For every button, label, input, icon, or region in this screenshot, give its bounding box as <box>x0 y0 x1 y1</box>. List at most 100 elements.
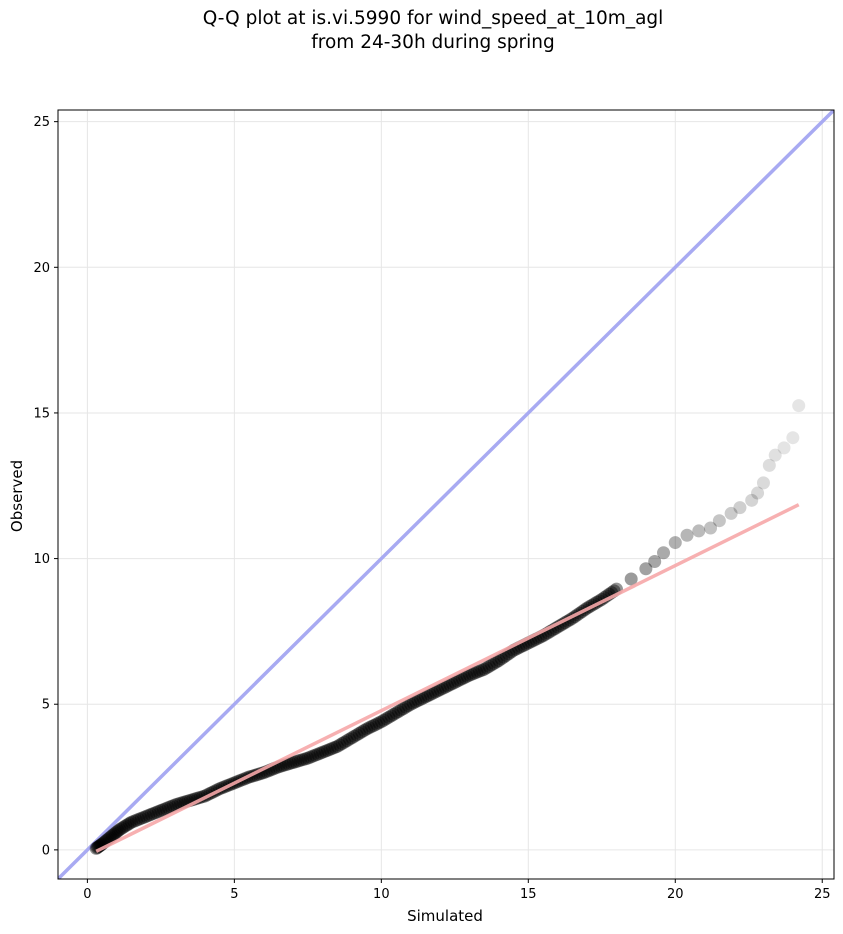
scatter-point <box>291 754 305 768</box>
scatter-point <box>453 673 467 687</box>
scatter-point <box>414 692 428 706</box>
scatter-point <box>458 671 472 685</box>
scatter-point <box>320 743 334 757</box>
scatter-point <box>166 799 180 813</box>
scatter-point <box>149 805 163 819</box>
scatter-point <box>323 742 337 756</box>
identity-line <box>58 110 834 879</box>
scatter-point <box>450 674 464 688</box>
scatter-point <box>756 476 770 490</box>
scatter-point <box>399 700 413 714</box>
fit-line <box>95 503 800 853</box>
scatter-point <box>171 797 185 811</box>
scatter-point <box>345 731 359 745</box>
scatter-point <box>482 659 496 673</box>
scatter-point <box>421 689 435 703</box>
scatter-point <box>485 658 499 672</box>
scatter-point <box>369 717 383 731</box>
scatter-point <box>416 691 430 705</box>
scatter-point <box>639 562 653 576</box>
fit-line-layer <box>95 503 800 853</box>
scatter-point <box>111 824 125 838</box>
y-tick-label: 5 <box>42 698 50 713</box>
scatter-point <box>382 710 396 724</box>
scatter-point <box>357 723 371 737</box>
y-axis-label: Observed <box>8 460 26 532</box>
scatter-point <box>377 713 391 727</box>
scatter-point <box>107 827 121 841</box>
scatter-point <box>440 679 454 693</box>
scatter-point <box>350 728 364 742</box>
scatter-point <box>134 811 148 825</box>
scatter-point <box>342 732 356 746</box>
scatter-point <box>396 702 410 716</box>
scatter-point <box>338 735 352 749</box>
scatter-point <box>777 441 791 455</box>
scatter-point <box>712 514 726 528</box>
x-tick-label: 25 <box>814 887 831 902</box>
x-tick-label: 5 <box>230 887 238 902</box>
points-layer <box>89 399 806 855</box>
scatter-point <box>144 807 158 821</box>
scatter-point <box>318 744 332 758</box>
scatter-point <box>298 752 312 766</box>
chart-title-line-2: from 24-30h during spring <box>311 32 554 53</box>
scatter-point <box>668 536 682 550</box>
scatter-point <box>340 734 354 748</box>
plot-frame <box>57 109 835 880</box>
scatter-point <box>301 751 315 765</box>
scatter-point <box>279 758 293 772</box>
scatter-point <box>108 826 122 840</box>
scatter-point <box>333 738 347 752</box>
scatter-point <box>389 706 403 720</box>
chart-title-line-1: Q-Q plot at is.vi.5990 for wind_speed_at… <box>203 8 664 29</box>
y-tick-label: 15 <box>33 406 50 421</box>
scatter-point <box>289 755 303 769</box>
scatter-point <box>360 722 374 736</box>
scatter-point <box>768 448 782 462</box>
scatter-point <box>733 501 747 515</box>
scatter-point <box>296 753 310 767</box>
scatter-point <box>294 753 307 767</box>
scatter-point <box>433 683 447 697</box>
scatter-point <box>311 747 325 761</box>
scatter-point <box>455 672 469 686</box>
scatter-point <box>303 750 317 764</box>
scatter-point <box>156 803 170 817</box>
scatter-point <box>374 715 388 729</box>
scatter-point <box>745 493 759 507</box>
scatter-point <box>692 524 706 538</box>
scatter-point <box>751 486 765 500</box>
scatter-point <box>497 650 511 664</box>
scatter-point <box>372 716 386 730</box>
scatter-point <box>384 709 398 723</box>
scatter-point <box>121 818 135 832</box>
scatter-point <box>306 749 320 763</box>
scatter-point <box>115 821 129 835</box>
scatter-point <box>355 725 369 739</box>
scatter-point <box>445 677 459 691</box>
scatter-point <box>487 656 501 670</box>
scatter-point <box>443 678 457 692</box>
scatter-point <box>762 458 776 472</box>
scatter-point <box>404 697 418 711</box>
x-tick-label: 10 <box>373 887 390 902</box>
scatter-point <box>438 680 452 694</box>
scatter-point <box>123 816 137 830</box>
x-axis-ticks: 0 5 10 15 20 25 <box>83 879 831 902</box>
scatter-point <box>151 805 165 819</box>
scatter-point <box>477 662 491 676</box>
scatter-point <box>391 705 405 719</box>
scatter-point <box>330 739 344 753</box>
scatter-point <box>448 675 462 689</box>
scatter-point <box>325 741 339 755</box>
scatter-point <box>387 707 401 721</box>
scatter-point <box>467 666 481 680</box>
scatter-point <box>147 806 161 820</box>
scatter-point <box>463 668 477 682</box>
scatter-point <box>161 801 175 815</box>
scatter-point <box>119 819 133 833</box>
scatter-point <box>394 703 408 717</box>
scatter-point <box>129 813 143 827</box>
scatter-point <box>132 812 146 826</box>
